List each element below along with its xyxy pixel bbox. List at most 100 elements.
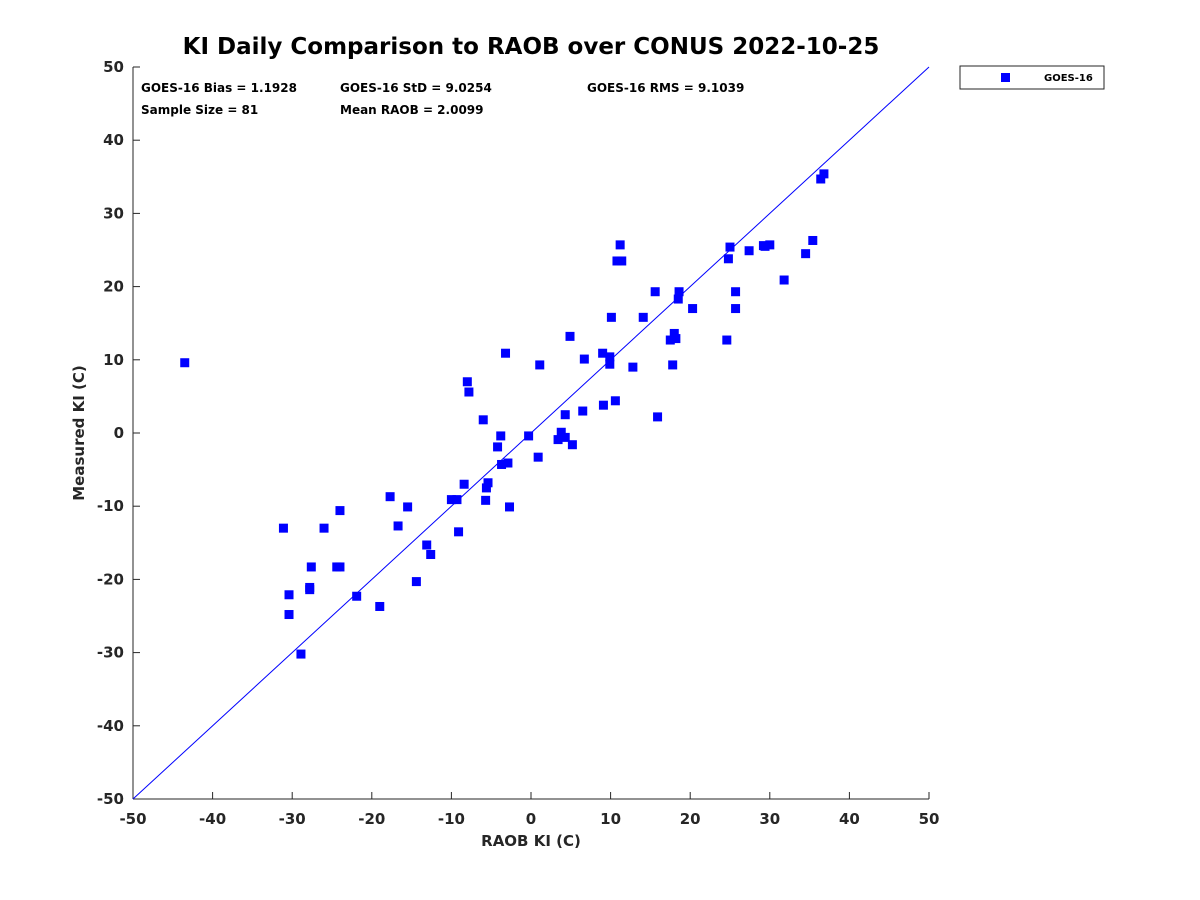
y-tick-label: -40 bbox=[97, 717, 124, 735]
data-point bbox=[725, 242, 735, 252]
goes16-series bbox=[180, 169, 829, 659]
data-point bbox=[765, 240, 775, 250]
legend-entry-goes16: GOES-16 bbox=[1044, 73, 1093, 84]
data-point bbox=[501, 348, 511, 358]
data-point bbox=[612, 256, 622, 266]
stat-mean-raob: Mean RAOB = 2.0099 bbox=[340, 103, 484, 117]
data-point bbox=[722, 335, 732, 345]
y-tick-label: 10 bbox=[103, 351, 124, 369]
data-point bbox=[306, 562, 316, 572]
data-point bbox=[779, 275, 789, 285]
data-point bbox=[493, 442, 503, 452]
data-point bbox=[296, 649, 306, 659]
data-point bbox=[284, 610, 294, 620]
data-point bbox=[665, 335, 675, 345]
stat-bias: GOES-16 Bias = 1.1928 bbox=[141, 81, 297, 95]
data-point bbox=[284, 590, 294, 600]
legend-box bbox=[959, 65, 1105, 90]
y-tick-label: -10 bbox=[97, 497, 124, 515]
legend: GOES-16 bbox=[959, 65, 1105, 90]
data-point bbox=[598, 348, 608, 358]
data-point bbox=[723, 254, 733, 264]
data-point bbox=[760, 241, 770, 251]
data-point bbox=[375, 601, 385, 611]
y-tick-label: 0 bbox=[114, 424, 124, 442]
data-point bbox=[524, 431, 534, 441]
data-point bbox=[452, 495, 462, 505]
data-point bbox=[628, 362, 638, 372]
data-point bbox=[598, 400, 608, 410]
data-point bbox=[808, 235, 818, 245]
data-point bbox=[533, 452, 543, 462]
data-point bbox=[422, 540, 432, 550]
y-tick-label: -50 bbox=[97, 790, 124, 808]
data-point bbox=[505, 502, 515, 512]
data-point bbox=[605, 359, 615, 369]
stat-sample-size: Sample Size = 81 bbox=[141, 103, 258, 117]
data-point bbox=[497, 459, 507, 469]
data-point bbox=[615, 240, 625, 250]
data-point bbox=[503, 458, 513, 468]
data-point bbox=[478, 415, 488, 425]
x-tick-label: -30 bbox=[279, 810, 306, 828]
y-tick-label: 30 bbox=[103, 204, 124, 222]
stats-annotations: GOES-16 Bias = 1.1928 GOES-16 StD = 9.02… bbox=[141, 81, 744, 117]
data-point bbox=[638, 312, 648, 322]
data-point bbox=[335, 506, 345, 516]
data-point bbox=[464, 387, 474, 397]
data-point bbox=[560, 432, 570, 442]
data-point bbox=[393, 521, 403, 531]
x-tick-label: -40 bbox=[199, 810, 226, 828]
data-point bbox=[411, 577, 421, 587]
data-point bbox=[567, 440, 577, 450]
data-point bbox=[535, 360, 545, 370]
x-tick-label: -10 bbox=[438, 810, 465, 828]
x-tick-label: 30 bbox=[759, 810, 780, 828]
data-point bbox=[403, 502, 413, 512]
data-point bbox=[483, 478, 493, 488]
x-tick-label: -50 bbox=[119, 810, 146, 828]
y-tick-label: -20 bbox=[97, 570, 124, 588]
data-point bbox=[606, 312, 616, 322]
legend-marker-square-icon bbox=[1001, 73, 1010, 82]
x-tick-label: 50 bbox=[919, 810, 940, 828]
data-point bbox=[819, 169, 829, 179]
data-point bbox=[668, 360, 678, 370]
data-point bbox=[319, 523, 329, 533]
y-tick-label: 50 bbox=[103, 58, 124, 76]
data-point bbox=[335, 562, 345, 572]
data-point bbox=[653, 412, 663, 422]
data-point bbox=[352, 591, 362, 601]
data-point bbox=[565, 331, 575, 341]
data-point bbox=[496, 431, 506, 441]
y-axis: -50 -40 -30 -20 -10 0 10 20 30 40 50 bbox=[97, 58, 140, 808]
data-point bbox=[610, 396, 620, 406]
data-point bbox=[426, 550, 436, 560]
data-point bbox=[801, 249, 811, 259]
data-point bbox=[688, 304, 698, 314]
data-point bbox=[556, 427, 566, 437]
x-tick-label: -20 bbox=[358, 810, 385, 828]
x-tick-label: 10 bbox=[600, 810, 621, 828]
data-point bbox=[180, 358, 190, 368]
data-point bbox=[305, 585, 315, 595]
data-point bbox=[560, 410, 570, 420]
data-point bbox=[454, 527, 464, 537]
data-point bbox=[731, 304, 741, 314]
data-point bbox=[578, 406, 588, 416]
data-point bbox=[462, 377, 472, 387]
data-point bbox=[459, 479, 469, 489]
data-point bbox=[617, 256, 627, 266]
data-point bbox=[650, 287, 660, 297]
data-point bbox=[816, 174, 826, 184]
y-tick-label: -30 bbox=[97, 644, 124, 662]
x-tick-label: 40 bbox=[839, 810, 860, 828]
data-point bbox=[674, 287, 684, 297]
x-axis-label: RAOB KI (C) bbox=[481, 832, 581, 850]
x-tick-label: 0 bbox=[526, 810, 536, 828]
y-tick-label: 20 bbox=[103, 278, 124, 296]
data-point bbox=[605, 352, 615, 362]
data-point bbox=[744, 246, 754, 256]
y-axis-label: Measured KI (C) bbox=[70, 365, 88, 501]
